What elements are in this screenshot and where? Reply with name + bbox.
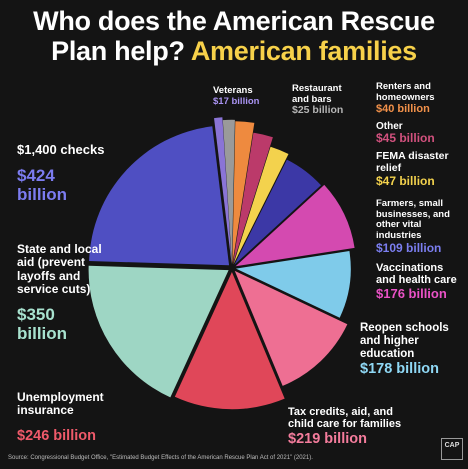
label-checks: $1,400 checks $424 billion bbox=[17, 142, 105, 205]
label-value: $178 billion bbox=[360, 360, 439, 377]
label-value: $40 billion bbox=[376, 103, 430, 116]
label-name: Unemployment insurance bbox=[17, 390, 104, 418]
label-renters: Renters and homeowners $40 billion bbox=[376, 81, 456, 116]
label-farmers: Farmers, small businesses, and other vit… bbox=[376, 198, 458, 255]
pie-slice bbox=[174, 271, 285, 410]
title-question: Plan help? bbox=[51, 36, 185, 66]
cap-logo: CAP bbox=[441, 438, 463, 460]
label-name: Tax credits, aid, and child care for fam… bbox=[288, 406, 402, 431]
pie-slice bbox=[234, 159, 322, 265]
pie-slice bbox=[235, 251, 351, 318]
pie-slice bbox=[222, 119, 235, 265]
label-name: Veterans bbox=[213, 85, 253, 96]
pie-slice bbox=[214, 117, 232, 265]
label-value: $350 billion bbox=[17, 304, 68, 344]
label-value: $17 billion bbox=[213, 95, 260, 107]
label-name: Reopen schools and higher education bbox=[360, 322, 449, 360]
label-value: $176 billion bbox=[376, 285, 447, 301]
label-value: $45 billion bbox=[376, 131, 435, 146]
title-line-2: Plan help? American families bbox=[0, 36, 468, 66]
pie-slice bbox=[235, 184, 355, 267]
pie-slice bbox=[88, 265, 229, 398]
label-name: Renters and homeowners bbox=[376, 81, 435, 103]
label-other: Other $45 billion bbox=[376, 121, 435, 146]
label-name: FEMA disaster relief bbox=[376, 150, 449, 174]
label-value: $47 billion bbox=[376, 173, 435, 188]
label-value: $25 billion bbox=[292, 104, 344, 117]
label-value: $219 billion bbox=[288, 430, 367, 447]
pie-slice bbox=[232, 121, 255, 265]
label-name: Other bbox=[376, 121, 403, 132]
pie-slice bbox=[232, 132, 273, 265]
label-name: State and local aid (prevent layoffs and… bbox=[17, 242, 102, 297]
label-restaurants: Restaurant and bars $25 billion bbox=[292, 83, 352, 117]
label-name: Farmers, small businesses, and other vit… bbox=[376, 198, 450, 241]
pie-slice bbox=[89, 126, 230, 266]
chart-title: Who does the American Rescue Plan help? … bbox=[0, 6, 468, 66]
pie-slice bbox=[234, 270, 348, 386]
label-value: $246 billion bbox=[17, 427, 96, 444]
label-tax-credits: Tax credits, aid, and child care for fam… bbox=[288, 406, 418, 447]
label-schools: Reopen schools and higher education $178… bbox=[360, 322, 462, 377]
label-fema: FEMA disaster relief $47 billion bbox=[376, 150, 456, 188]
label-value: $424 billion bbox=[17, 165, 68, 205]
label-state-local: State and local aid (prevent layoffs and… bbox=[17, 242, 117, 344]
label-value: $109 billion bbox=[376, 240, 442, 255]
label-unemployment: Unemployment insurance $246 billion bbox=[17, 390, 132, 444]
label-name: Restaurant and bars bbox=[292, 83, 342, 105]
pie-slice bbox=[233, 146, 289, 265]
label-vaccinations: Vaccinations and health care $176 billio… bbox=[376, 262, 464, 301]
label-name: $1,400 checks bbox=[17, 142, 105, 157]
label-veterans: Veterans $17 billion bbox=[213, 85, 260, 107]
label-name: Vaccinations and health care bbox=[376, 262, 457, 287]
source-note: Source: Congressional Budget Office, "Es… bbox=[8, 455, 313, 461]
title-highlight: American families bbox=[190, 36, 417, 66]
title-line-1: Who does the American Rescue bbox=[33, 6, 435, 36]
